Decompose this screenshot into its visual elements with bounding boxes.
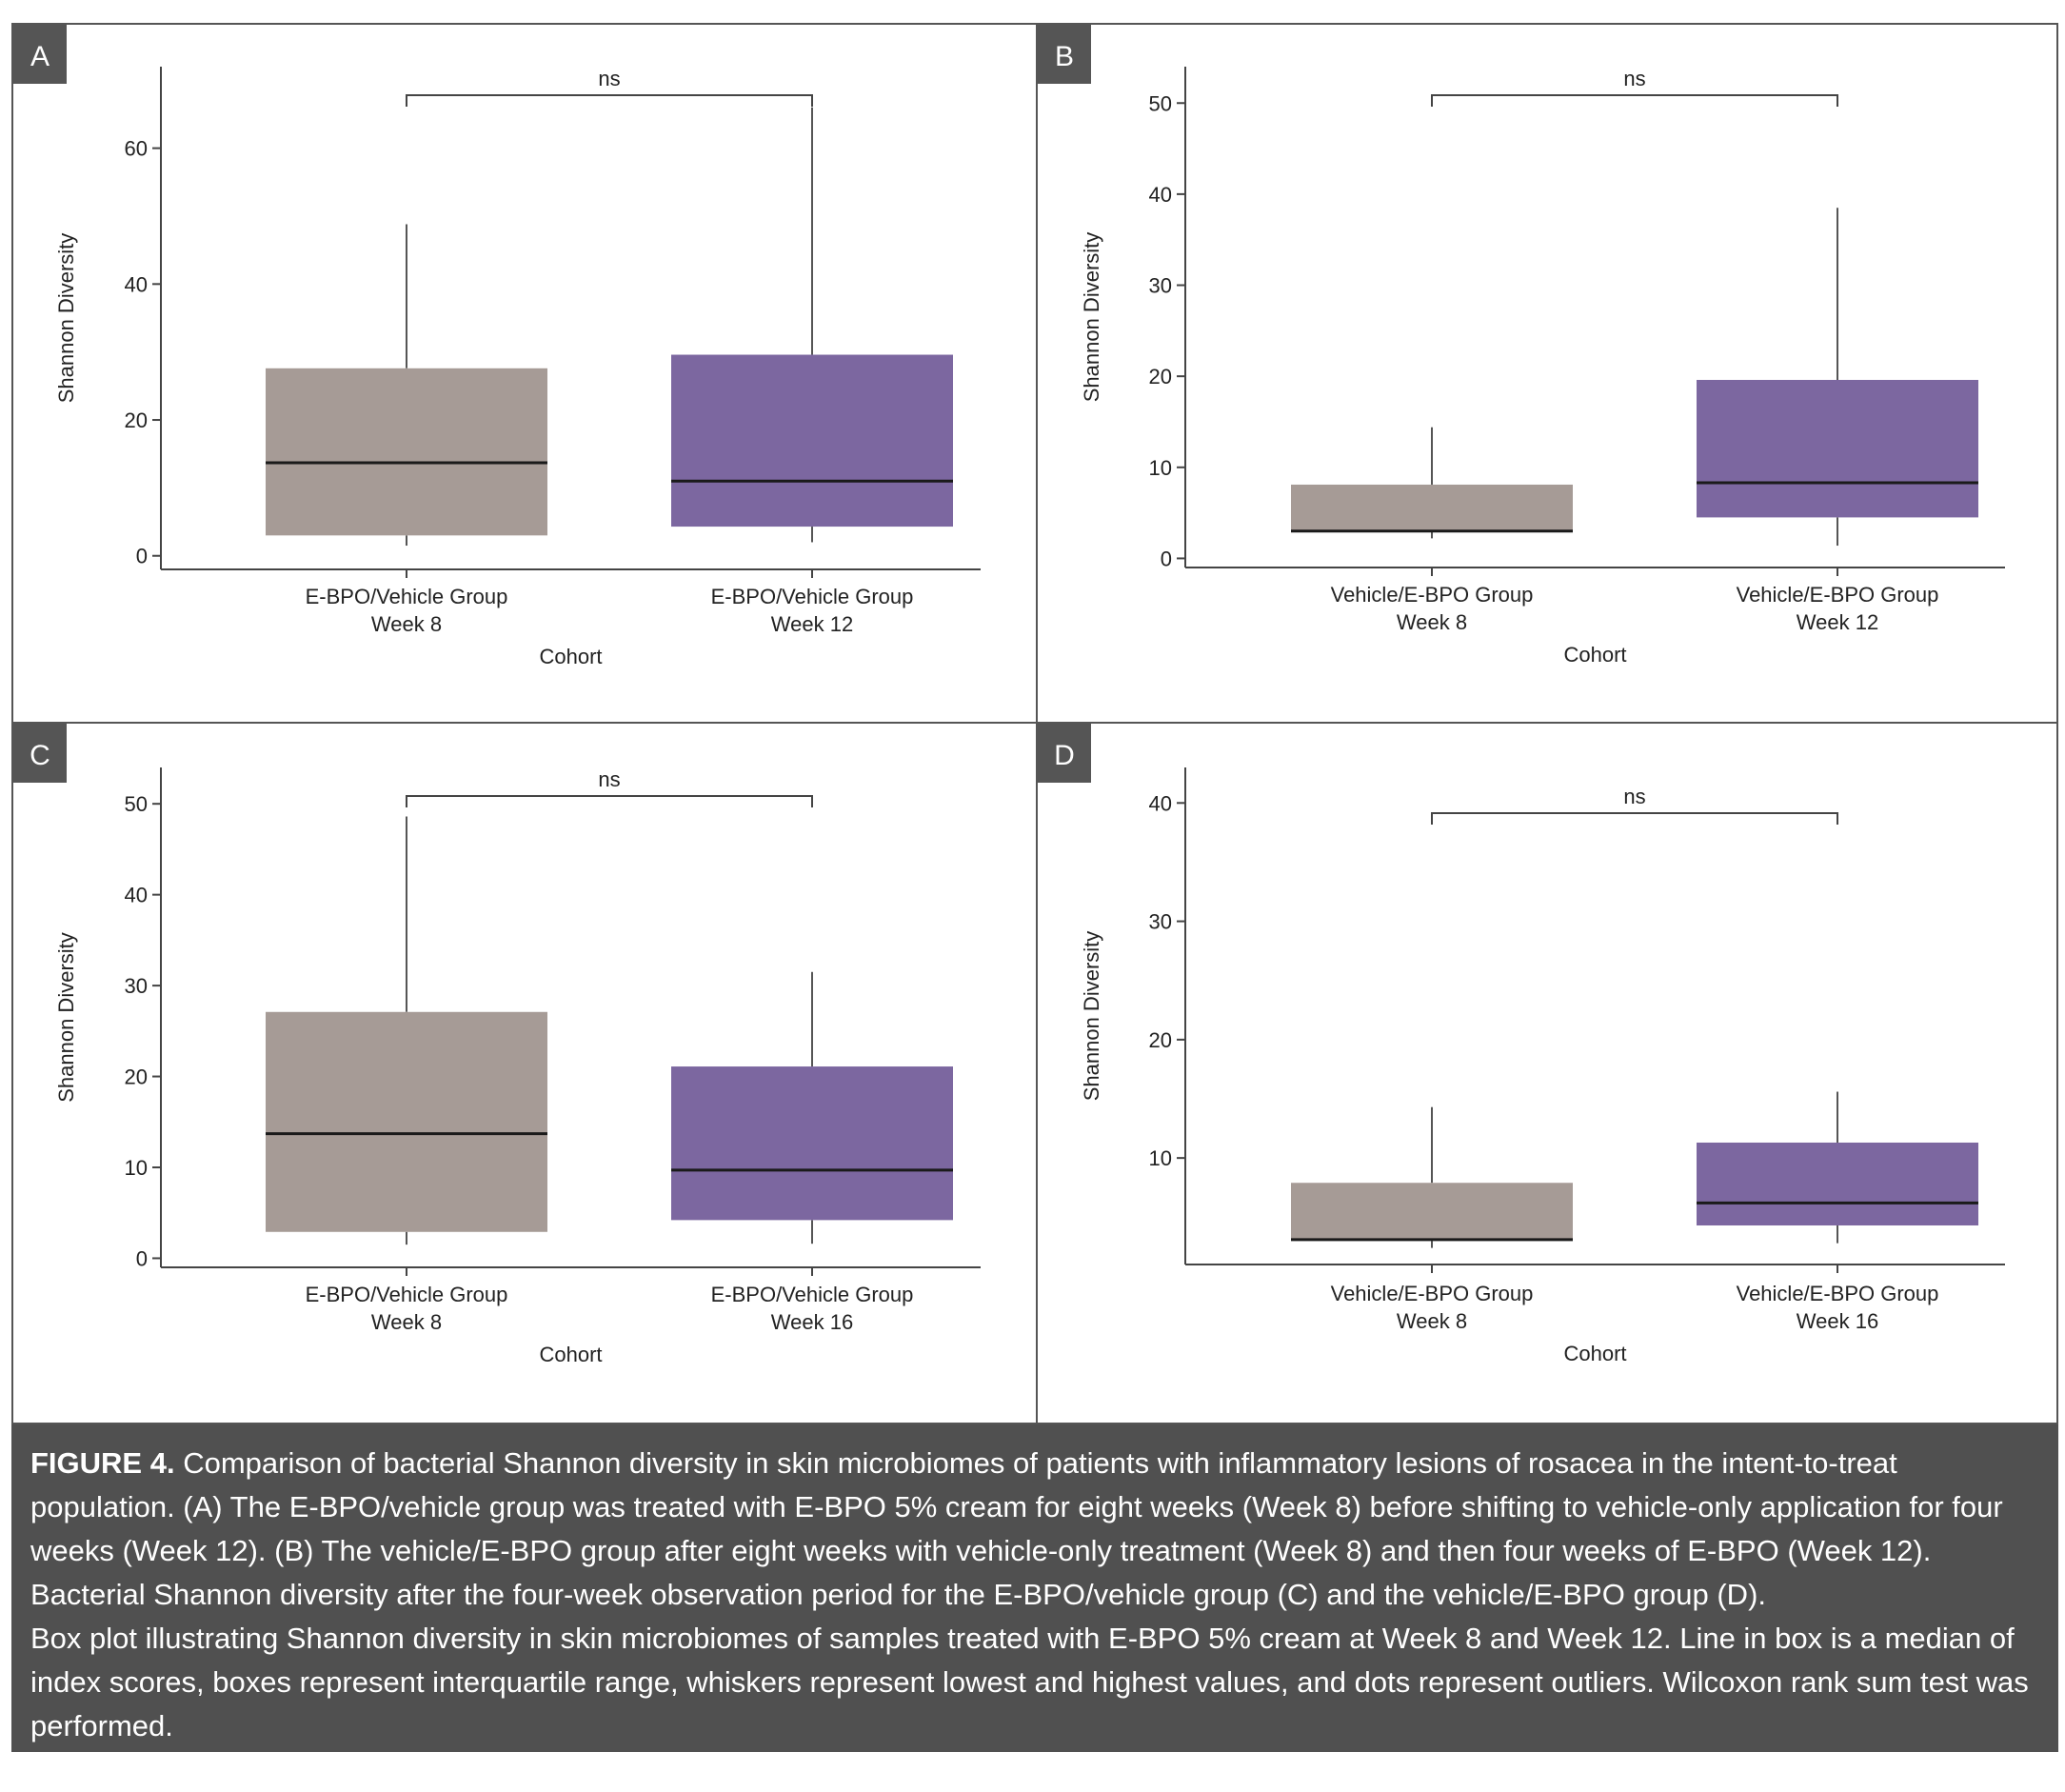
- iqr-box: [1697, 379, 1978, 518]
- y-axis-title: Shannon Diversity: [1080, 232, 1103, 403]
- figure-label: FIGURE 4.: [30, 1446, 175, 1480]
- y-tick-label: 30: [1149, 910, 1172, 934]
- y-tick-label: 60: [125, 137, 148, 161]
- y-tick-label: 30: [1149, 274, 1172, 298]
- panel-tag-d: [1038, 724, 1091, 783]
- iqr-box: [266, 368, 547, 536]
- y-tick-label: 0: [136, 1246, 148, 1270]
- y-tick-label: 20: [1149, 365, 1172, 388]
- x-tick-label-week: Week 12: [771, 612, 853, 636]
- panel-d: D 10 20 30 40 Shannon Diversity Vehicle/E-BPO …: [1038, 724, 2005, 1365]
- significance-bracket: [1431, 94, 1838, 107]
- panel-tag-label: D: [1054, 740, 1075, 771]
- y-tick-label: 0: [136, 545, 148, 568]
- caption-paragraph-3: E-BPO: microencapsulated benzoyl peroxid…: [30, 1753, 1014, 1786]
- caption-paragraph-1: FIGURE 4. Comparison of bacterial Shanno…: [30, 1442, 2039, 1617]
- y-tick-label: 10: [1149, 456, 1172, 480]
- x-tick-label-week: Week 8: [1397, 1309, 1467, 1333]
- x-axis-title: Cohort: [1563, 1342, 1626, 1365]
- panel-tag-label: A: [30, 41, 50, 72]
- significance-label: ns: [1623, 67, 1645, 90]
- y-tick-label: 20: [1149, 1028, 1172, 1052]
- panel-tag-label: C: [30, 740, 50, 771]
- x-tick-label-week: Week 8: [371, 1310, 442, 1334]
- iqr-box: [1291, 1183, 1573, 1242]
- significance-label: ns: [598, 67, 620, 90]
- panel-b: B 0 10 20 30 40 50 Shannon Diversity Vehicle/E-B…: [1038, 25, 2005, 667]
- y-tick-label: 10: [125, 1156, 148, 1180]
- significance-bracket: [406, 795, 813, 807]
- y-tick-label: 50: [125, 792, 148, 816]
- significance-label: ns: [1623, 785, 1645, 808]
- x-axis-title: Cohort: [1563, 643, 1626, 667]
- x-tick-label-week: Week 16: [1797, 1309, 1878, 1333]
- y-tick-label: 20: [125, 1065, 148, 1089]
- caption-paragraph-2: Box plot illustrating Shannon diversity …: [30, 1622, 2029, 1742]
- x-tick-label-week: Week 8: [371, 612, 442, 636]
- y-axis-title: Shannon Diversity: [54, 932, 78, 1103]
- panel-c: C 0 10 20 30 40 50 Shannon Diversity E-BPO/Vehic…: [13, 724, 981, 1366]
- x-tick-label-group: Vehicle/E-BPO Group: [1331, 1282, 1534, 1305]
- panel-tag-c: [13, 724, 67, 783]
- significance-bracket: [406, 94, 813, 107]
- panel-tag-label: B: [1055, 41, 1074, 72]
- panel-a: A 0 20 40 60 Shannon Diversity E-BPO/Vehicle G…: [13, 25, 981, 668]
- y-tick-label: 50: [1149, 91, 1172, 115]
- y-tick-label: 40: [125, 884, 148, 907]
- x-tick-label-week: Week 8: [1397, 610, 1467, 634]
- panel-tag-b: [1038, 25, 1091, 84]
- iqr-box: [671, 354, 953, 528]
- panel-tag-a: [13, 25, 67, 84]
- y-tick-label: 40: [125, 272, 148, 296]
- y-tick-label: 20: [125, 408, 148, 432]
- x-tick-label-week: Week 16: [771, 1310, 853, 1334]
- x-tick-label-group: E-BPO/Vehicle Group: [711, 585, 914, 608]
- box-plot-panels: A 0 20 40 60 Shannon Diversity E-BPO/Vehicle G…: [11, 23, 2058, 1424]
- x-tick-label-group: Vehicle/E-BPO Group: [1331, 583, 1534, 607]
- iqr-box: [1291, 484, 1573, 532]
- y-axis-title: Shannon Diversity: [54, 233, 78, 404]
- x-tick-label-group: E-BPO/Vehicle Group: [306, 1283, 508, 1306]
- x-tick-label-group: Vehicle/E-BPO Group: [1737, 1282, 1939, 1305]
- x-tick-label-group: E-BPO/Vehicle Group: [306, 585, 508, 608]
- iqr-box: [1697, 1142, 1978, 1225]
- y-tick-label: 30: [125, 974, 148, 998]
- iqr-box: [266, 1011, 547, 1232]
- caption-text-1: Comparison of bacterial Shannon diversit…: [30, 1446, 2003, 1611]
- x-axis-title: Cohort: [539, 645, 602, 668]
- significance-label: ns: [598, 767, 620, 791]
- figure-caption: FIGURE 4. Comparison of bacterial Shanno…: [11, 1424, 2058, 1786]
- x-tick-label-group: E-BPO/Vehicle Group: [711, 1283, 914, 1306]
- y-tick-label: 40: [1149, 183, 1172, 207]
- y-tick-label: 10: [1149, 1146, 1172, 1170]
- x-axis-title: Cohort: [539, 1343, 602, 1366]
- y-tick-label: 40: [1149, 791, 1172, 815]
- x-tick-label-group: Vehicle/E-BPO Group: [1737, 583, 1939, 607]
- x-tick-label-week: Week 12: [1797, 610, 1878, 634]
- iqr-box: [671, 1066, 953, 1221]
- y-axis-title: Shannon Diversity: [1080, 931, 1103, 1102]
- y-tick-label: 0: [1161, 547, 1172, 570]
- significance-bracket: [1431, 812, 1838, 825]
